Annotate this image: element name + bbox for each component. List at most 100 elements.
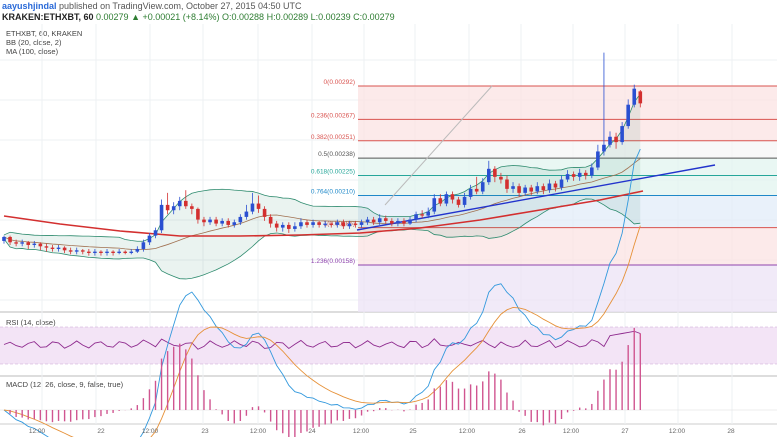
- legend-bb[interactable]: BB (20, close, 2): [6, 38, 62, 47]
- candle: [426, 207, 430, 219]
- candle-body: [117, 251, 121, 253]
- macd-panel: [0, 148, 777, 437]
- rsi-line: [3, 330, 641, 350]
- candle-body: [365, 219, 370, 223]
- candle: [335, 219, 340, 228]
- candle-body: [38, 243, 43, 247]
- candle-body: [590, 167, 594, 176]
- candle: [238, 214, 243, 225]
- candle-body: [214, 219, 218, 224]
- candle: [608, 131, 612, 148]
- candle: [468, 184, 473, 200]
- candle-body: [190, 206, 194, 209]
- symbol-name: KRAKEN:ETHXBT, 60: [2, 12, 94, 22]
- fib-level-label: 0.236(0.00267): [311, 112, 355, 119]
- candle: [408, 216, 412, 225]
- candle: [396, 218, 400, 227]
- candle-body: [608, 136, 612, 145]
- time-axis[interactable]: 12:00 22 12:00 23 12:00 24 12:00 25 12:00 26 12:00…: [29, 428, 735, 435]
- candle: [8, 235, 12, 245]
- fib-level-label: 0(0.00292): [324, 79, 355, 86]
- candle: [474, 176, 479, 195]
- candle: [220, 218, 224, 227]
- candle-body: [26, 242, 31, 245]
- candle: [159, 199, 164, 233]
- time-axis-label: 12:00: [142, 428, 159, 435]
- macd-signal-line: [3, 225, 641, 437]
- candle-body: [280, 224, 285, 228]
- fib-zone: [358, 86, 777, 120]
- time-axis-label: 12:00: [563, 428, 580, 435]
- rsi-label[interactable]: RSI (14, close): [6, 318, 56, 327]
- fibonacci-retracement[interactable]: 0(0.00292) 0.236(0.00267) 0.382(0.00251) 0.…: [311, 79, 777, 312]
- macd-label[interactable]: MACD (12, 26, close, 9, false, true): [6, 380, 124, 389]
- candle: [553, 180, 558, 192]
- candle: [438, 194, 443, 207]
- candle-body: [256, 203, 261, 209]
- bollinger-basis: [3, 158, 641, 251]
- legend-title: ETHXBT, 60, KRAKEN: [6, 29, 83, 38]
- rsi-band: [0, 327, 777, 364]
- candle-body: [93, 251, 97, 253]
- candle: [614, 132, 618, 149]
- candle: [493, 166, 497, 183]
- candle: [226, 218, 231, 228]
- rsi-panel: [0, 326, 777, 365]
- time-axis-label: 27: [621, 428, 629, 435]
- fib-anchor-line[interactable]: [384, 85, 493, 206]
- candle: [68, 247, 73, 255]
- candle: [571, 171, 576, 181]
- candle-body: [141, 242, 146, 249]
- candle-body: [426, 211, 430, 216]
- candle-body: [523, 187, 527, 193]
- ohlc-values: 0.00279 ▲ +0.00021 (+8.14%) O:0.00288 H:…: [96, 12, 395, 22]
- candle-body: [226, 220, 231, 225]
- candle: [50, 244, 55, 252]
- candle-body: [462, 196, 467, 205]
- legend-ma[interactable]: MA (100, close): [6, 47, 59, 56]
- candle-body: [377, 218, 382, 223]
- publisher-name[interactable]: aayushjindal: [2, 1, 57, 11]
- ma100-line: [3, 190, 644, 237]
- candle: [577, 168, 582, 181]
- candle: [244, 204, 249, 220]
- candle-body: [274, 223, 279, 228]
- candle: [583, 170, 588, 180]
- candle: [341, 219, 346, 229]
- candle-body: [517, 186, 521, 193]
- candle-body: [220, 220, 224, 224]
- time-axis-label: 12:00: [669, 428, 686, 435]
- candle: [287, 222, 291, 233]
- candle: [462, 192, 467, 208]
- candle: [14, 239, 18, 247]
- candle-body: [638, 91, 643, 104]
- candle: [596, 144, 600, 171]
- candle-body: [553, 183, 558, 188]
- candle: [420, 210, 424, 219]
- candle-body: [74, 250, 79, 252]
- candle: [547, 179, 552, 193]
- candle: [171, 202, 176, 215]
- bollinger-lower: [3, 198, 641, 280]
- candle-body: [208, 219, 212, 223]
- candle: [305, 219, 309, 228]
- candlesticks: [2, 52, 643, 256]
- candle: [280, 222, 285, 232]
- candle-body: [632, 88, 637, 105]
- candle: [450, 191, 455, 204]
- candle-body: [184, 200, 188, 207]
- fib-zone: [358, 227, 777, 265]
- candle: [383, 215, 388, 224]
- candle-body: [432, 198, 437, 212]
- candle-body: [602, 144, 606, 152]
- candle: [444, 191, 449, 207]
- candle: [256, 195, 261, 213]
- fib-level-label: 1.236(0.00158): [311, 258, 355, 265]
- candle: [111, 250, 115, 256]
- fib-zone: [358, 265, 777, 312]
- candle-body: [480, 182, 485, 192]
- candle-body: [493, 168, 497, 177]
- candle: [402, 218, 406, 227]
- candle-body: [299, 222, 303, 227]
